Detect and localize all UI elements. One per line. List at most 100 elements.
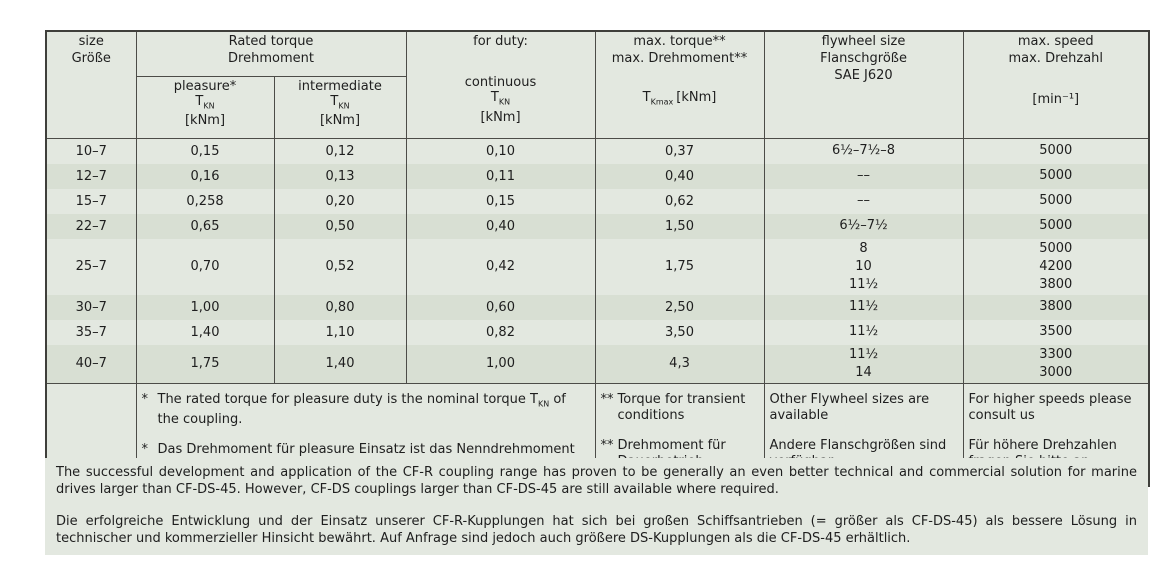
asterisk-marker: * <box>141 442 149 458</box>
col-header-max-speed: max. speed max. Drehzahl [min⁻¹] <box>962 31 1150 139</box>
cell-continuous-torque: 0,42 <box>405 238 596 295</box>
header-pleasure-symbol: TKN <box>195 93 215 111</box>
cell-max-torque: 0,37 <box>594 138 765 164</box>
table-row: 12–7 0,16 0,13 0,11 0,40 –– 5000 <box>45 163 1150 189</box>
cell-pleasure-torque: 0,258 <box>135 188 275 214</box>
cell-pleasure-torque: 1,00 <box>135 294 275 320</box>
cell-pleasure-torque: 1,75 <box>135 344 275 383</box>
cell-max-torque: 2,50 <box>594 294 765 320</box>
bottom-paragraph-de: Die erfolgreiche Entwicklung und der Ein… <box>56 514 1137 546</box>
col-header-duty: for duty: continuous TKN [kNm] <box>405 31 596 139</box>
table-row: 15–7 0,258 0,20 0,15 0,62 –– 5000 <box>45 188 1150 214</box>
col-header-intermediate: intermediate TKN [kNm] <box>273 76 407 139</box>
cell-flywheel-size: 11½ <box>763 294 964 320</box>
cell-intermediate-torque: 0,13 <box>273 163 407 189</box>
cell-continuous-torque: 0,15 <box>405 188 596 214</box>
cell-size: 35–7 <box>45 319 137 345</box>
cell-intermediate-torque: 1,40 <box>273 344 407 383</box>
header-max-torque-symbol: TKmax [kNm] <box>642 90 717 107</box>
double-asterisk-marker: ** <box>600 391 614 407</box>
header-max-speed-en: max. speed <box>1017 34 1094 49</box>
cell-size: 10–7 <box>45 138 137 164</box>
header-duty-title: for duty: <box>473 34 528 49</box>
cell-flywheel-size: 6½–7½ <box>763 213 964 239</box>
header-size-de: Größe <box>71 51 111 66</box>
cell-intermediate-torque: 0,12 <box>273 138 407 164</box>
col-header-rated-torque: Rated torque Drehmoment <box>135 31 407 77</box>
cell-max-speed: 5000 4200 3800 <box>962 238 1150 295</box>
cell-size: 22–7 <box>45 213 137 239</box>
cell-max-torque: 4,3 <box>594 344 765 383</box>
header-flywheel-de: Flanschgröße <box>820 51 907 66</box>
cell-max-speed: 5000 <box>962 163 1150 189</box>
header-intermediate-unit: [kNm] <box>319 113 361 129</box>
cell-flywheel-size: 11½ 14 <box>763 344 964 383</box>
header-intermediate-title: intermediate <box>298 78 382 94</box>
col-header-size: size Größe <box>45 31 137 139</box>
cell-continuous-torque: 0,60 <box>405 294 596 320</box>
header-size-en: size <box>78 34 104 49</box>
header-flywheel-sae: SAE J620 <box>834 68 893 83</box>
table-row: 10–7 0,15 0,12 0,10 0,37 6½–7½–8 5000 <box>45 138 1150 164</box>
cell-size: 15–7 <box>45 188 137 214</box>
header-rated-en: Rated torque <box>228 34 314 49</box>
cell-intermediate-torque: 0,52 <box>273 238 407 295</box>
cell-intermediate-torque: 0,80 <box>273 294 407 320</box>
cell-size: 30–7 <box>45 294 137 320</box>
footnote-speed-en: For higher speeds please consult us <box>968 391 1132 423</box>
table-body: 10–7 0,15 0,12 0,10 0,37 6½–7½–8 5000 12–7 0,16 0… <box>45 138 1150 383</box>
cell-pleasure-torque: 0,70 <box>135 238 275 295</box>
cell-max-torque: 0,40 <box>594 163 765 189</box>
cell-pleasure-torque: 1,40 <box>135 319 275 345</box>
cell-max-speed: 5000 <box>962 213 1150 239</box>
table-row: 35–7 1,40 1,10 0,82 3,50 11½ 3500 <box>45 319 1150 345</box>
cell-intermediate-torque: 1,10 <box>273 319 407 345</box>
double-asterisk-marker: ** <box>600 437 614 453</box>
cell-pleasure-torque: 0,16 <box>135 163 275 189</box>
table-row: 30–7 1,00 0,80 0,60 2,50 11½ 3800 <box>45 294 1150 320</box>
cell-flywheel-size: –– <box>763 188 964 214</box>
cell-max-torque: 3,50 <box>594 319 765 345</box>
cell-max-torque: 1,75 <box>594 238 765 295</box>
table-row: 22–7 0,65 0,50 0,40 1,50 6½–7½ 5000 <box>45 213 1150 239</box>
bottom-text-block: The successful development and applicati… <box>45 458 1148 555</box>
asterisk-marker: * <box>141 391 149 407</box>
cell-max-speed: 5000 <box>962 188 1150 214</box>
header-max-torque-de: max. Drehmoment** <box>611 51 748 66</box>
cell-intermediate-torque: 0,50 <box>273 213 407 239</box>
cell-continuous-torque: 1,00 <box>405 344 596 383</box>
header-duty-subtitle: continuous <box>464 75 537 90</box>
cell-max-torque: 1,50 <box>594 213 765 239</box>
spacer <box>410 50 592 75</box>
footnote-transient-en: ** Torque for transient conditions <box>600 391 746 423</box>
header-duty-unit: [kNm] <box>480 109 521 125</box>
cell-size: 40–7 <box>45 344 137 383</box>
cell-pleasure-torque: 0,15 <box>135 138 275 164</box>
footnote-rated-en: * The rated torque for pleasure duty is … <box>141 391 566 428</box>
cell-max-speed: 3800 <box>962 294 1150 320</box>
header-flywheel-en: flywheel size <box>821 34 906 49</box>
col-header-pleasure: pleasure* TKN [kNm] <box>135 76 275 139</box>
cell-max-speed: 3500 <box>962 319 1150 345</box>
cell-max-torque: 0,62 <box>594 188 765 214</box>
cell-continuous-torque: 0,82 <box>405 319 596 345</box>
cell-size: 12–7 <box>45 163 137 189</box>
coupling-spec-table: size Größe Rated torque Drehmoment for d… <box>45 30 1151 487</box>
cell-flywheel-size: 8 10 11½ <box>763 238 964 295</box>
header-intermediate-symbol: TKN <box>330 93 350 111</box>
cell-continuous-torque: 0,10 <box>405 138 596 164</box>
footnote-flywheel-en: Other Flywheel sizes are available <box>769 391 930 423</box>
bottom-paragraph-en: The successful development and applicati… <box>56 465 1137 497</box>
footnote-empty-cell <box>45 382 137 486</box>
header-max-speed-de: max. Drehzahl <box>1008 51 1104 66</box>
header-max-speed-unit: [min⁻¹] <box>1032 92 1080 107</box>
header-duty-symbol: TKN <box>490 90 511 107</box>
table-row: 25–7 0,70 0,52 0,42 1,75 8 10 11½ 5000 4200 3800 <box>45 238 1150 295</box>
cell-size: 25–7 <box>45 238 137 295</box>
col-header-flywheel: flywheel size Flanschgröße SAE J620 <box>763 31 964 139</box>
table-header: size Größe Rated torque Drehmoment for d… <box>45 31 1150 139</box>
cell-intermediate-torque: 0,20 <box>273 188 407 214</box>
cell-continuous-torque: 0,40 <box>405 213 596 239</box>
spacer <box>967 67 1146 91</box>
